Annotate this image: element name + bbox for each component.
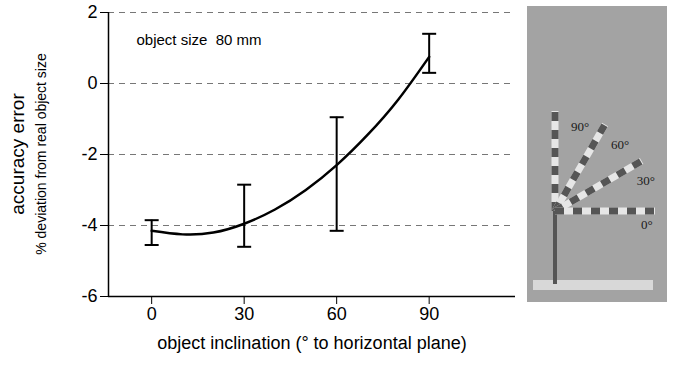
svg-text:2: 2 [87, 2, 97, 22]
svg-text:0: 0 [147, 304, 157, 324]
svg-text:60: 60 [327, 304, 347, 324]
svg-text:0: 0 [87, 73, 97, 93]
svg-text:object size 80 mm: object size 80 mm [137, 31, 262, 48]
svg-text:30°: 30° [637, 173, 655, 188]
svg-text:-6: -6 [81, 286, 97, 306]
svg-text:0°: 0° [641, 217, 653, 232]
svg-text:-4: -4 [81, 215, 97, 235]
svg-text:90: 90 [419, 304, 439, 324]
svg-text:object inclination (° to horiz: object inclination (° to horizontal plan… [157, 333, 466, 353]
svg-text:accuracy error: accuracy error [7, 93, 28, 215]
svg-text:% deviation from real object s: % deviation from real object size [33, 53, 49, 255]
svg-text:-2: -2 [81, 144, 97, 164]
svg-text:60°: 60° [611, 137, 629, 152]
svg-text:90°: 90° [571, 119, 589, 134]
svg-text:30: 30 [234, 304, 254, 324]
